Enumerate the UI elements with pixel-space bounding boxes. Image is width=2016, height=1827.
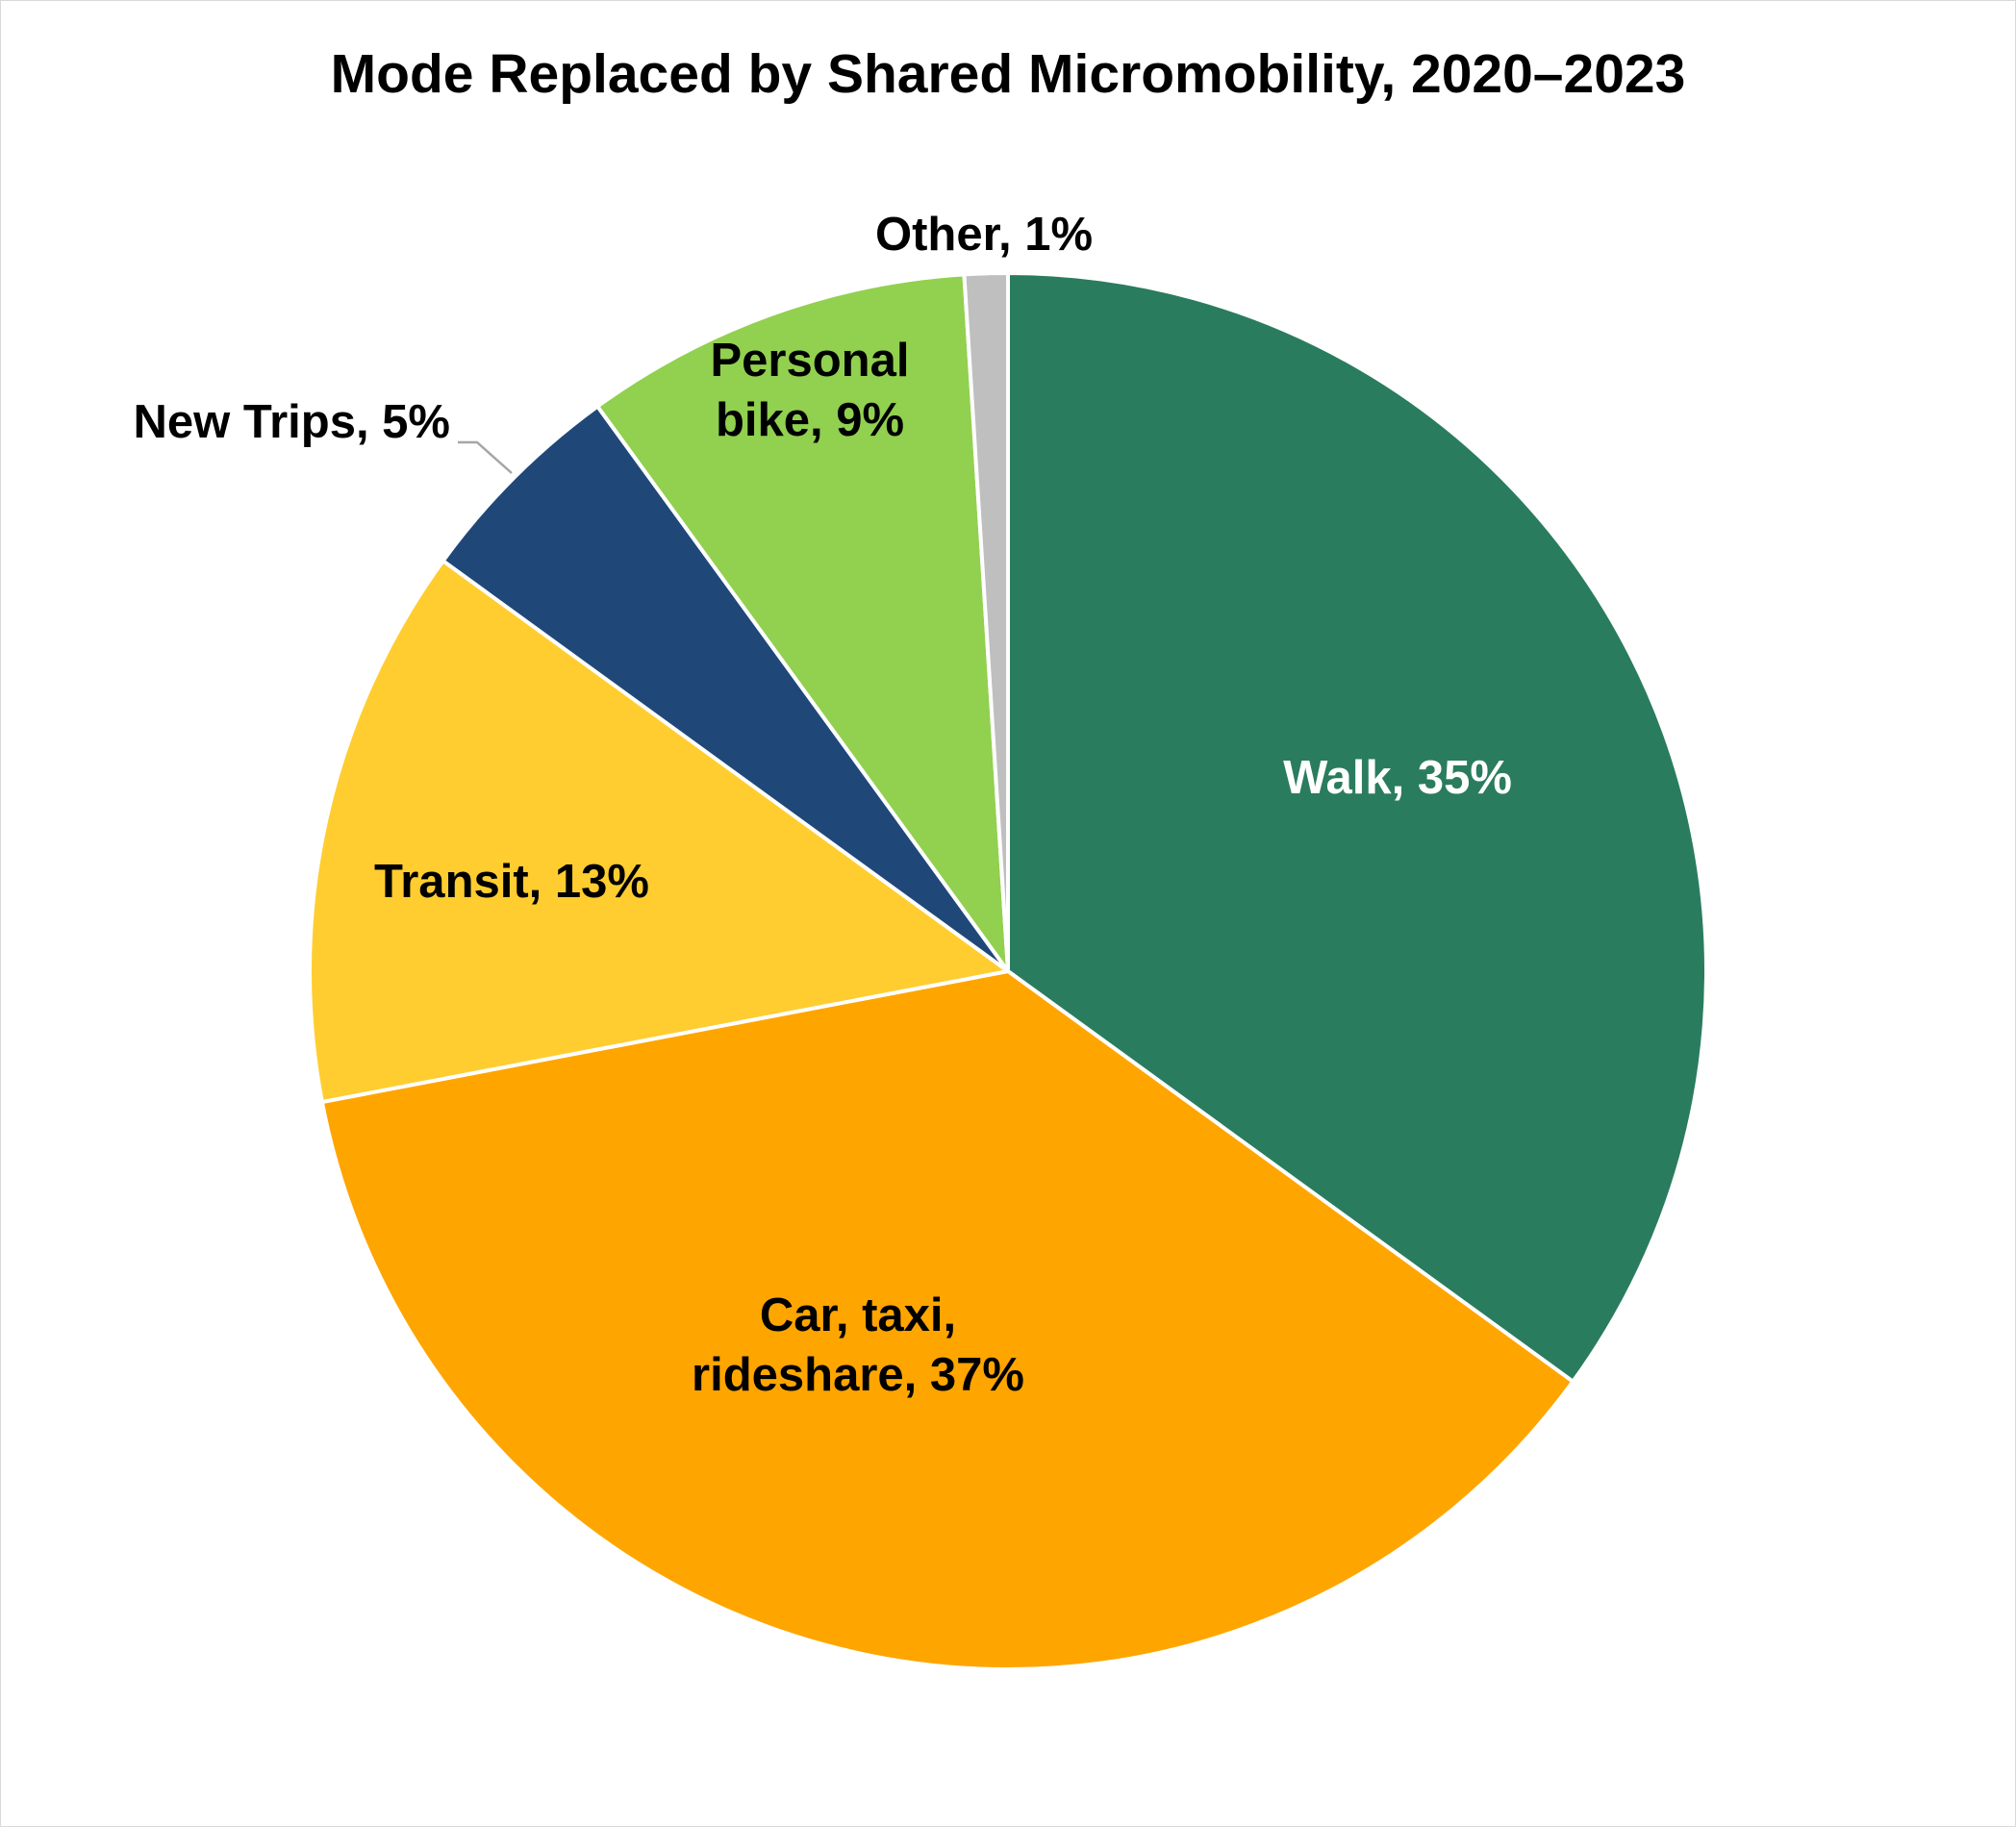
data-label-other: Other, 1% — [875, 209, 1093, 261]
data-label-line: Personal — [711, 335, 910, 387]
data-label-transit: Transit, 13% — [374, 856, 649, 908]
data-label-new-trips: New Trips, 5% — [133, 396, 450, 448]
data-label-line: New Trips, 5% — [133, 396, 450, 448]
data-label-line: bike, 9% — [716, 394, 904, 446]
data-label-line: rideshare, 37% — [692, 1349, 1024, 1401]
data-label-line: Walk, 35% — [1283, 752, 1512, 804]
leader-line-new-trips — [458, 442, 512, 473]
data-label-walk: Walk, 35% — [1283, 752, 1512, 804]
data-label-line: Transit, 13% — [374, 856, 649, 908]
data-label-line: Other, 1% — [875, 209, 1093, 261]
data-label-line: Car, taxi, — [760, 1289, 956, 1341]
